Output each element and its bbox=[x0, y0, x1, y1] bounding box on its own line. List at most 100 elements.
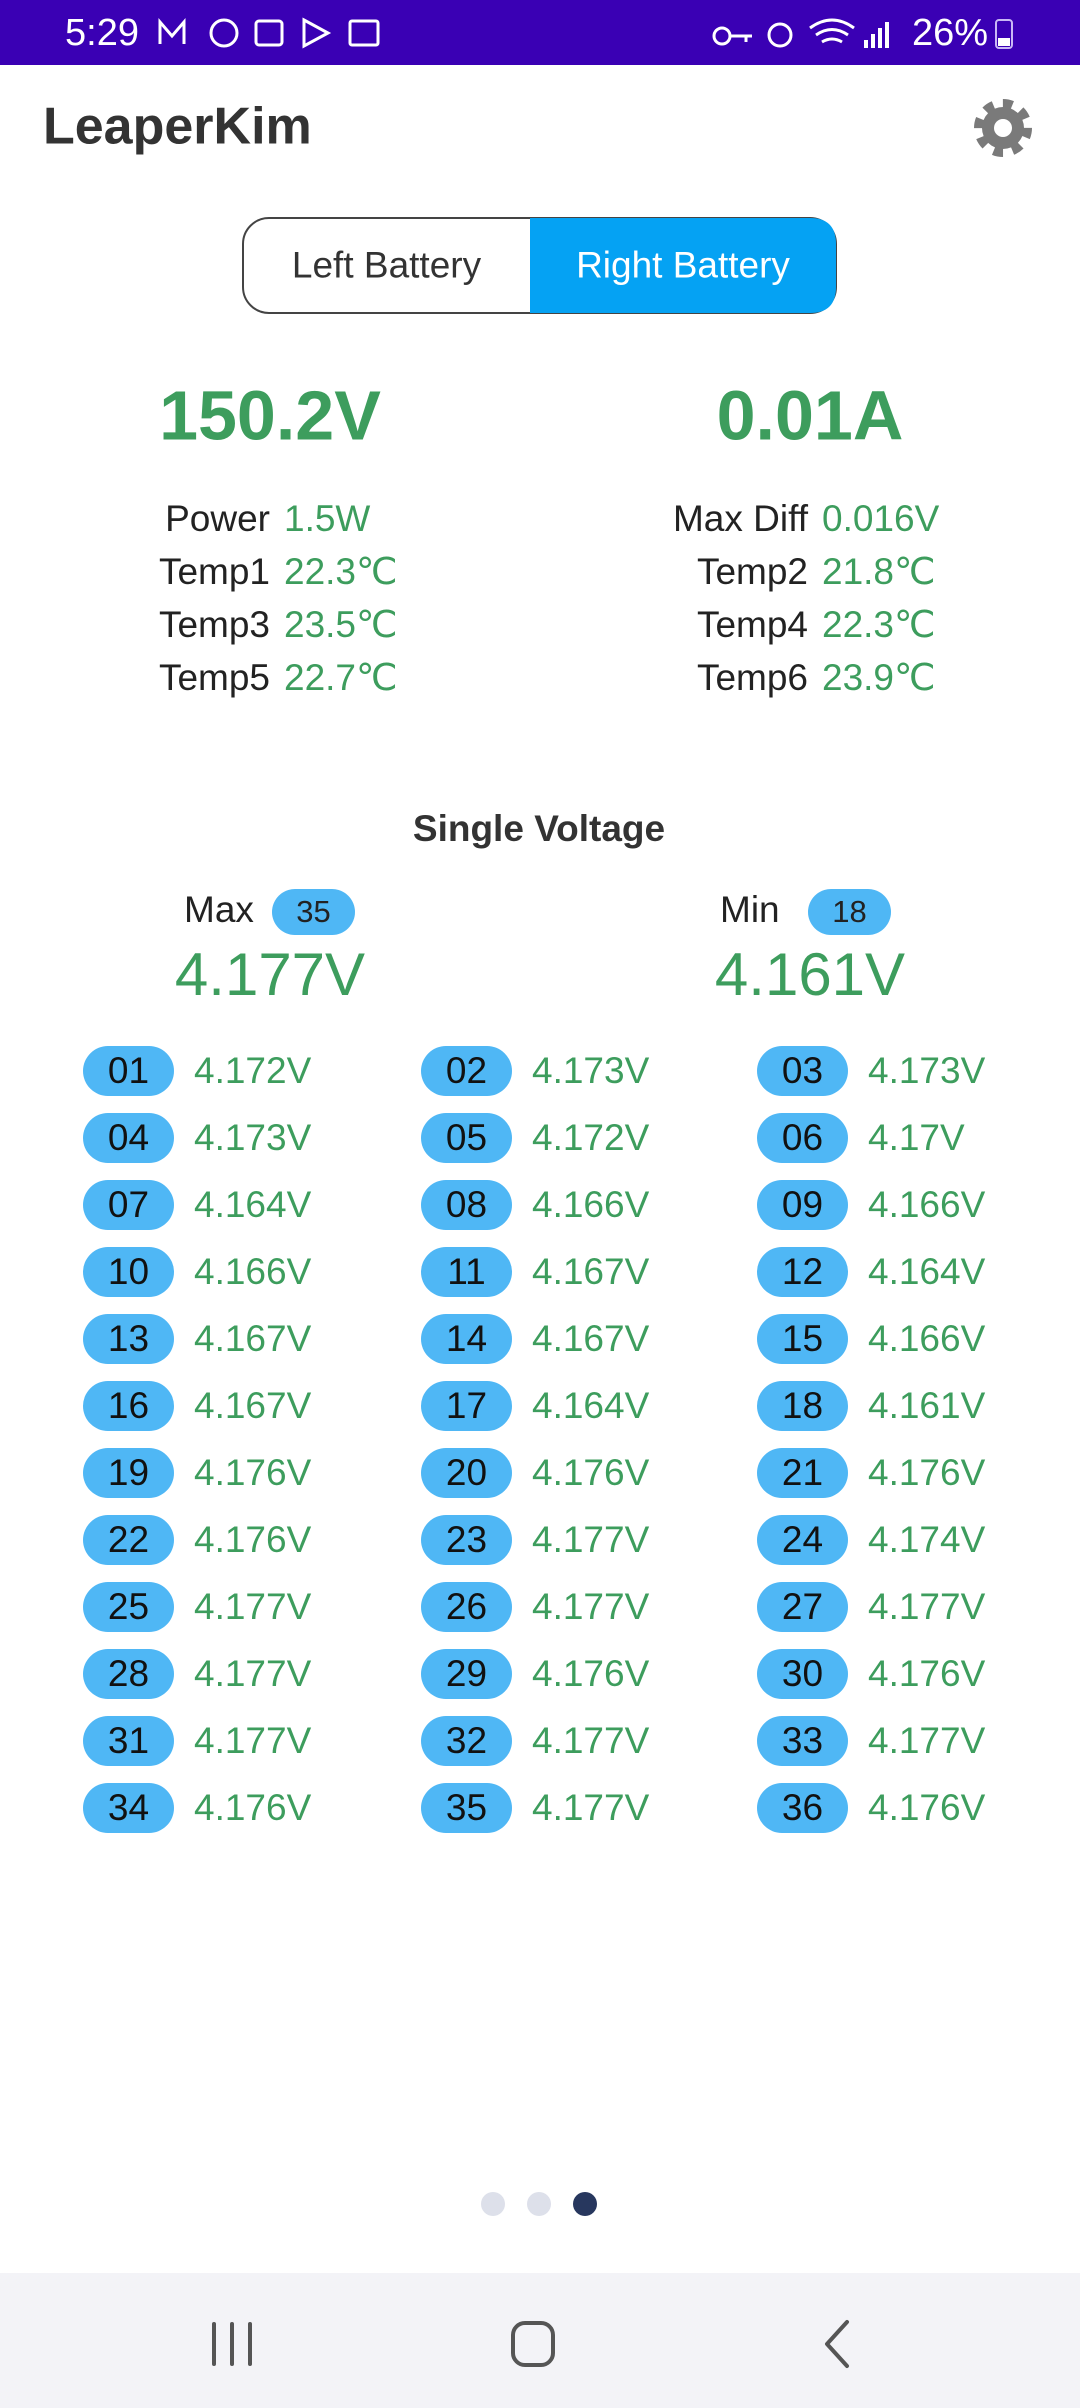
photo-icon bbox=[254, 19, 284, 47]
cell-voltage: 4.177V bbox=[194, 1720, 312, 1761]
cell-badge bbox=[421, 1582, 512, 1632]
cell-number: 18 bbox=[782, 1385, 823, 1426]
cell-voltage: 4.167V bbox=[532, 1251, 650, 1292]
cell-badge bbox=[272, 889, 355, 935]
cell-voltage: 4.176V bbox=[194, 1452, 312, 1493]
cell-number: 22 bbox=[108, 1519, 149, 1560]
cell-voltage: 4.17V bbox=[868, 1117, 965, 1158]
cell-badge bbox=[421, 1515, 512, 1565]
cell-number: 20 bbox=[446, 1452, 487, 1493]
cell-voltage: 4.177V bbox=[868, 1720, 986, 1761]
cell-voltage: 4.177V bbox=[532, 1586, 650, 1627]
cell-number: 35 bbox=[446, 1787, 487, 1828]
cell-number: 08 bbox=[446, 1184, 487, 1225]
stat-label: Max Diff bbox=[673, 498, 809, 539]
cell-voltage: 4.173V bbox=[532, 1050, 650, 1091]
cell-number: 27 bbox=[782, 1586, 823, 1627]
back-button[interactable] bbox=[825, 2320, 849, 2368]
cell-number: 11 bbox=[447, 1251, 485, 1292]
cell-number: 13 bbox=[108, 1318, 149, 1359]
cell-voltage: 4.164V bbox=[868, 1251, 986, 1292]
cell-badge bbox=[421, 1783, 512, 1833]
cell-badge bbox=[757, 1381, 848, 1431]
voltage-value: 150.2V bbox=[159, 376, 381, 454]
cell-badge bbox=[421, 1180, 512, 1230]
stat-label: Temp6 bbox=[697, 657, 808, 698]
cell-number: 23 bbox=[446, 1519, 487, 1560]
stat-value: 23.9℃ bbox=[822, 657, 936, 698]
cell-voltage: 4.167V bbox=[194, 1385, 312, 1426]
section-title: Single Voltage bbox=[413, 808, 665, 849]
page-dot[interactable] bbox=[527, 2192, 551, 2216]
cell-voltage: 4.164V bbox=[194, 1184, 312, 1225]
cell-badge bbox=[83, 1716, 174, 1766]
cell-voltage: 4.177V bbox=[532, 1519, 650, 1560]
wifi-icon bbox=[809, 18, 855, 44]
cell-badge bbox=[757, 1783, 848, 1833]
cell-number: 25 bbox=[108, 1586, 149, 1627]
max-value: 4.177V bbox=[175, 941, 365, 1008]
stat-label: Temp5 bbox=[159, 657, 270, 698]
page-dot-active[interactable] bbox=[573, 2192, 597, 2216]
cell-number: 33 bbox=[782, 1720, 823, 1761]
cell-number: 35 bbox=[296, 894, 330, 929]
cell-badge bbox=[83, 1046, 174, 1096]
cell-badge bbox=[757, 1180, 848, 1230]
cell-badge bbox=[83, 1448, 174, 1498]
cell-number: 12 bbox=[782, 1251, 823, 1292]
gear-hole bbox=[994, 119, 1012, 137]
tab-selected-bg[interactable] bbox=[530, 218, 836, 313]
cell-voltage: 4.173V bbox=[194, 1117, 312, 1158]
cell-number: 15 bbox=[782, 1318, 823, 1359]
page-dot[interactable] bbox=[481, 2192, 505, 2216]
recent-apps-button[interactable] bbox=[212, 2322, 252, 2366]
stat-value: 23.5℃ bbox=[284, 604, 398, 645]
cell-badge bbox=[757, 1582, 848, 1632]
nav-bar bbox=[0, 2273, 1080, 2408]
app-title: LeaperKim bbox=[43, 98, 312, 156]
cell-number: 24 bbox=[782, 1519, 823, 1560]
stat-value: 22.7℃ bbox=[284, 657, 398, 698]
status-time: 5:29 bbox=[65, 12, 139, 54]
cell-number: 07 bbox=[108, 1184, 149, 1225]
cell-number: 09 bbox=[782, 1184, 823, 1225]
stat-value: 22.3℃ bbox=[284, 551, 398, 592]
cell-voltage: 4.173V bbox=[868, 1050, 986, 1091]
cell-badge bbox=[757, 1649, 848, 1699]
cell-badge bbox=[757, 1448, 848, 1498]
cell-badge bbox=[421, 1113, 512, 1163]
max-label: Max bbox=[184, 889, 254, 930]
home-button[interactable] bbox=[511, 2321, 555, 2367]
cell-number: 34 bbox=[108, 1787, 149, 1828]
cell-number: 03 bbox=[782, 1050, 823, 1091]
alarm-icon bbox=[767, 22, 793, 48]
min-label: Min bbox=[720, 889, 780, 930]
battery-percent: 26% bbox=[912, 12, 988, 54]
cell-voltage: 4.177V bbox=[194, 1653, 312, 1694]
cell-voltage: 4.176V bbox=[868, 1787, 986, 1828]
cell-voltage: 4.177V bbox=[532, 1720, 650, 1761]
cell-badge bbox=[757, 1046, 848, 1096]
cell-number: 30 bbox=[782, 1653, 823, 1694]
cell-number: 10 bbox=[108, 1251, 149, 1292]
cell-badge bbox=[808, 889, 891, 935]
cell-number: 28 bbox=[108, 1653, 149, 1694]
cell-badge bbox=[757, 1515, 848, 1565]
cell-number: 29 bbox=[446, 1653, 487, 1694]
signal-bar bbox=[885, 22, 889, 48]
tab-label[interactable]: Left Battery bbox=[292, 244, 482, 285]
cell-voltage: 4.177V bbox=[868, 1586, 986, 1627]
tab-label[interactable]: Right Battery bbox=[576, 244, 790, 285]
cell-voltage: 4.176V bbox=[194, 1519, 312, 1560]
cell-badge bbox=[83, 1582, 174, 1632]
settings-button[interactable] bbox=[974, 99, 1032, 157]
stat-label: Temp4 bbox=[697, 604, 808, 645]
cell-number: 04 bbox=[108, 1117, 149, 1158]
cell-badge bbox=[83, 1783, 174, 1833]
cell-voltage: 4.174V bbox=[868, 1519, 986, 1560]
cell-badge bbox=[757, 1314, 848, 1364]
cell-number: 14 bbox=[446, 1318, 487, 1359]
key-icon-stem bbox=[730, 34, 752, 42]
